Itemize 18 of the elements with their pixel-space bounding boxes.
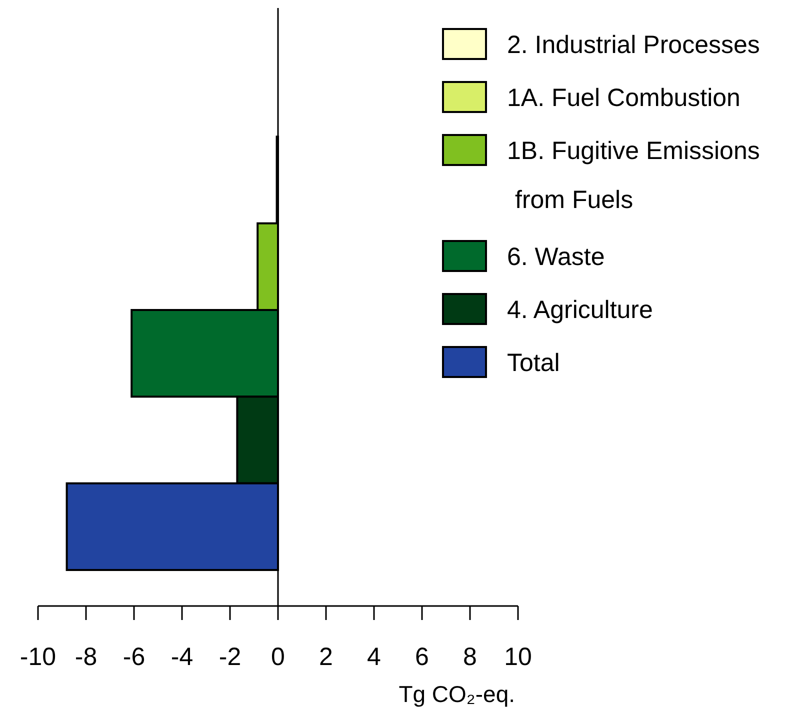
legend-label: Total	[507, 349, 560, 377]
legend-label: 2. Industrial Processes	[507, 31, 760, 59]
x-tick-label: 2	[319, 643, 333, 671]
legend-label: 1A. Fuel Combustion	[507, 84, 740, 112]
x-tick-label: -8	[74, 643, 98, 671]
x-tick-label: 8	[463, 643, 477, 671]
x-tick-label: -4	[170, 643, 194, 671]
x-tick-label: 6	[415, 643, 429, 671]
x-tick-label: -6	[122, 643, 146, 671]
legend-label: 1B. Fugitive Emissions from Fuels	[507, 137, 760, 214]
x-axis-title: Tg CO₂-eq.	[398, 681, 515, 707]
x-tick-label: 10	[504, 643, 532, 671]
legend-label: 6. Waste	[507, 243, 605, 271]
x-tick-label: -10	[20, 643, 56, 671]
x-tick-label: 0	[271, 643, 285, 671]
legend-label: 4. Agriculture	[507, 296, 653, 324]
x-tick-label: -2	[218, 643, 242, 671]
x-tick-label: 4	[367, 643, 382, 671]
